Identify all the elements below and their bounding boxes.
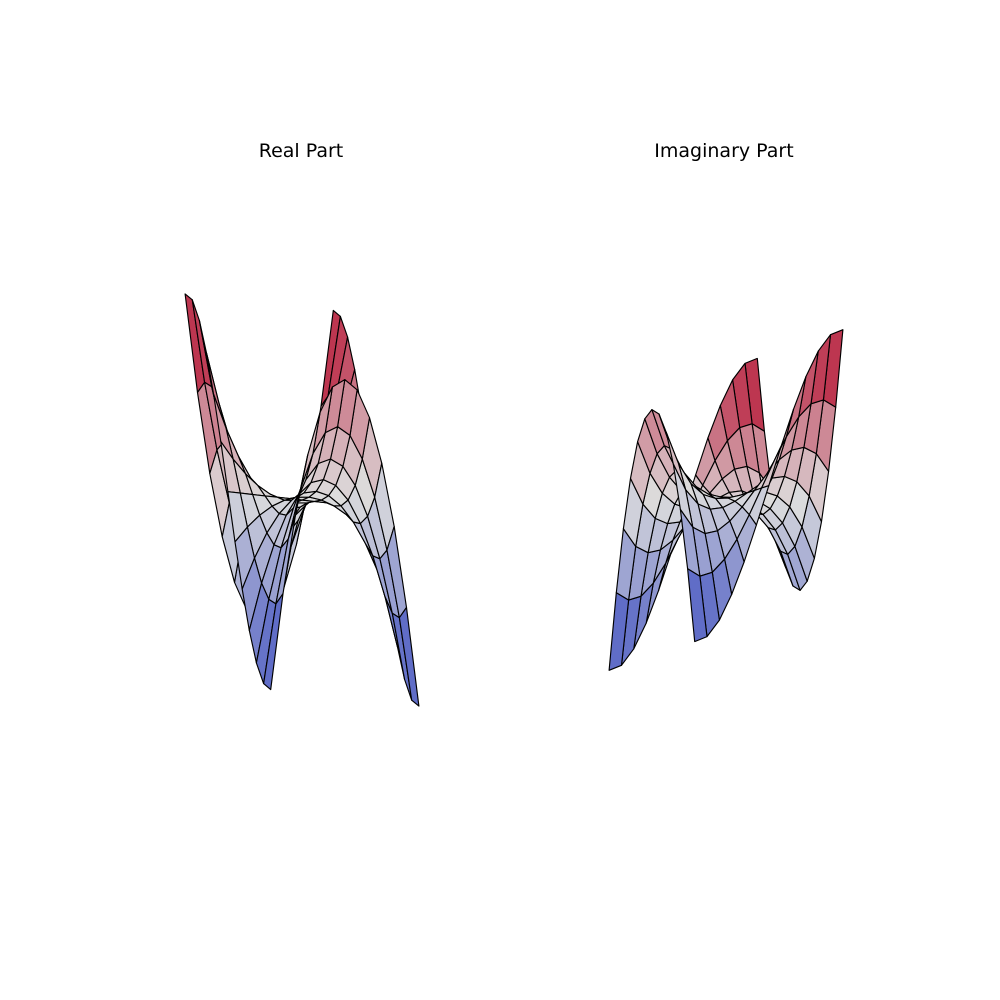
surface-imaginary [608, 329, 844, 671]
surface-facet [608, 592, 630, 671]
surface-facet [687, 568, 708, 643]
surface-facet [263, 593, 284, 691]
panel-title-real: Real Part [259, 140, 344, 162]
surface-facet [398, 606, 420, 707]
panel-title-imaginary: Imaginary Part [654, 140, 793, 162]
surface-real [184, 293, 420, 707]
subplot-real: Real Part [184, 140, 420, 707]
subplot-imaginary: Imaginary Part [608, 140, 844, 671]
